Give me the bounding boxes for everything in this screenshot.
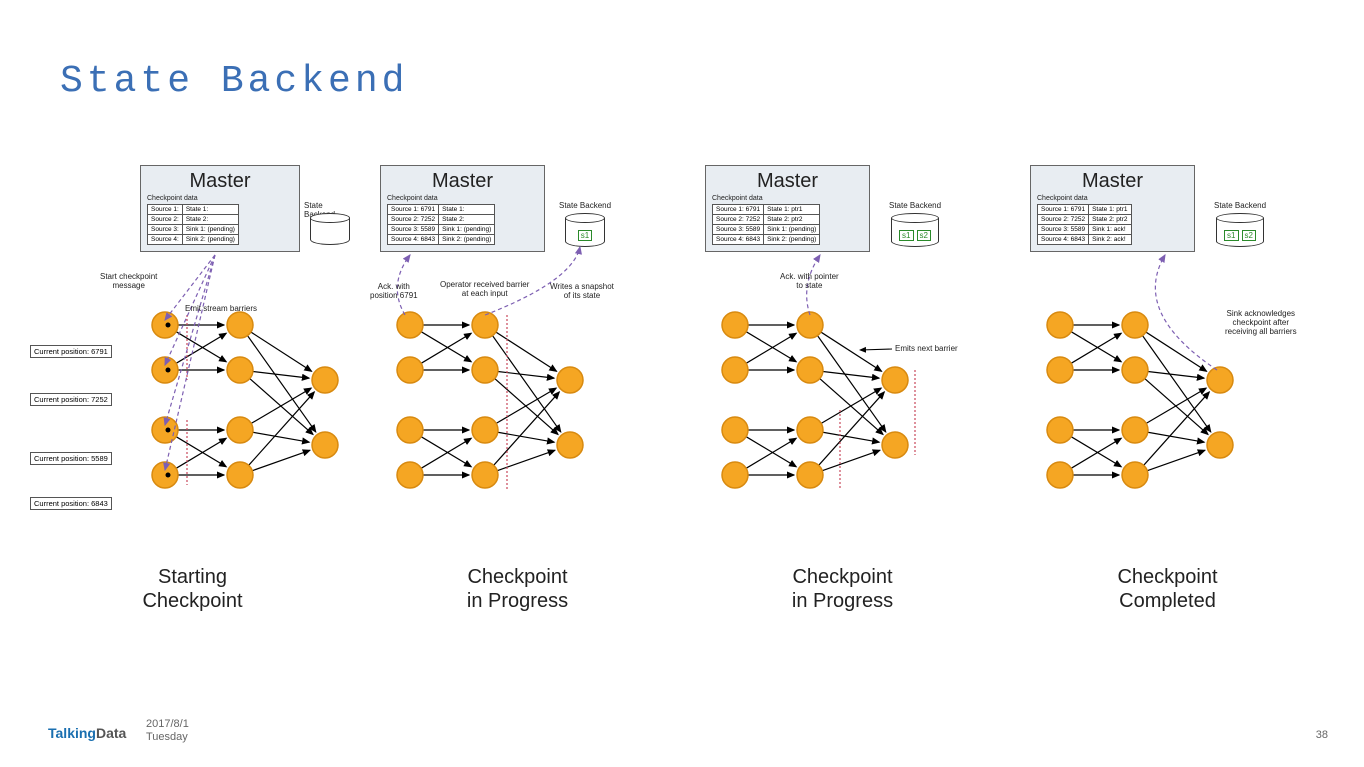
- annotation-label: Emits next barrier: [895, 345, 958, 354]
- operator-node: [1122, 312, 1148, 338]
- operator-node: [397, 462, 423, 488]
- annotation-label: Sink acknowledgescheckpoint afterreceivi…: [1225, 310, 1297, 336]
- snapshot-badge: s2: [917, 230, 931, 241]
- operator-node: [397, 312, 423, 338]
- operator-node: [797, 357, 823, 383]
- operator-graph: [355, 155, 685, 555]
- operator-node: [557, 367, 583, 393]
- position-label: Current position: 6843: [30, 497, 112, 510]
- operator-node: [1047, 312, 1073, 338]
- operator-node: [227, 462, 253, 488]
- snapshot-badge: s2: [1242, 230, 1256, 241]
- operator-node: [312, 432, 338, 458]
- panel-caption: CheckpointCompleted: [1005, 565, 1330, 613]
- footer-date-line1: 2017/8/1: [146, 718, 189, 732]
- panel-2: MasterCheckpoint dataSource 1: 6791State…: [680, 155, 1005, 635]
- operator-node: [797, 312, 823, 338]
- operator-node: [227, 417, 253, 443]
- operator-node: [152, 357, 178, 383]
- position-label: Current position: 7252: [30, 393, 112, 406]
- snapshot-badge: s1: [899, 230, 913, 241]
- operator-node: [722, 462, 748, 488]
- snapshot-badge: s1: [578, 230, 592, 241]
- panel-0: MasterCheckpoint dataSource 1:State 1:So…: [30, 155, 355, 635]
- operator-node: [797, 417, 823, 443]
- footer-date-line2: Tuesday: [146, 731, 189, 745]
- operator-node: [472, 462, 498, 488]
- operator-node: [397, 357, 423, 383]
- operator-node: [722, 357, 748, 383]
- panel-caption: Checkpointin Progress: [355, 565, 680, 613]
- operator-node: [882, 432, 908, 458]
- position-label: Current position: 6791: [30, 345, 112, 358]
- operator-node: [227, 312, 253, 338]
- position-label: Current position: 5589: [30, 452, 112, 465]
- operator-node: [1047, 357, 1073, 383]
- page-number: 38: [1316, 729, 1328, 741]
- operator-node: [1047, 417, 1073, 443]
- operator-node: [472, 417, 498, 443]
- logo-prefix: Talking: [48, 725, 96, 741]
- panel-1: MasterCheckpoint dataSource 1: 6791State…: [355, 155, 680, 635]
- operator-node: [557, 432, 583, 458]
- slide-title: State Backend: [60, 60, 408, 103]
- operator-node: [312, 367, 338, 393]
- operator-node: [227, 357, 253, 383]
- operator-node: [882, 367, 908, 393]
- operator-node: [722, 312, 748, 338]
- operator-node: [1207, 432, 1233, 458]
- operator-node: [1122, 417, 1148, 443]
- annotation-label: Operator received barrierat each input: [440, 281, 529, 299]
- annotation-label: Writes a snapshotof its state: [550, 283, 614, 301]
- annotation-label: Ack. with pointerto state: [780, 273, 839, 291]
- operator-node: [397, 417, 423, 443]
- annotation-label: Emit stream barriers: [185, 305, 257, 314]
- panel-caption: Checkpointin Progress: [680, 565, 1005, 613]
- operator-node: [472, 312, 498, 338]
- operator-graph: [1005, 155, 1335, 555]
- operator-node: [1122, 462, 1148, 488]
- annotation-label: Start checkpointmessage: [100, 273, 157, 291]
- footer-date: 2017/8/1 Tuesday: [146, 718, 189, 746]
- panels-row: MasterCheckpoint dataSource 1:State 1:So…: [30, 155, 1330, 635]
- operator-node: [152, 462, 178, 488]
- logo-suffix: Data: [96, 725, 126, 741]
- operator-node: [1207, 367, 1233, 393]
- footer-logo: TalkingData: [48, 725, 126, 741]
- panel-caption: StartingCheckpoint: [30, 565, 355, 613]
- snapshot-badge: s1: [1224, 230, 1238, 241]
- operator-node: [1122, 357, 1148, 383]
- operator-node: [1047, 462, 1073, 488]
- operator-node: [152, 312, 178, 338]
- annotation-label: Ack. withposition 6791: [370, 283, 418, 301]
- operator-node: [472, 357, 498, 383]
- operator-node: [152, 417, 178, 443]
- operator-node: [797, 462, 823, 488]
- operator-graph: [680, 155, 1010, 555]
- panel-3: MasterCheckpoint dataSource 1: 6791State…: [1005, 155, 1330, 635]
- operator-node: [722, 417, 748, 443]
